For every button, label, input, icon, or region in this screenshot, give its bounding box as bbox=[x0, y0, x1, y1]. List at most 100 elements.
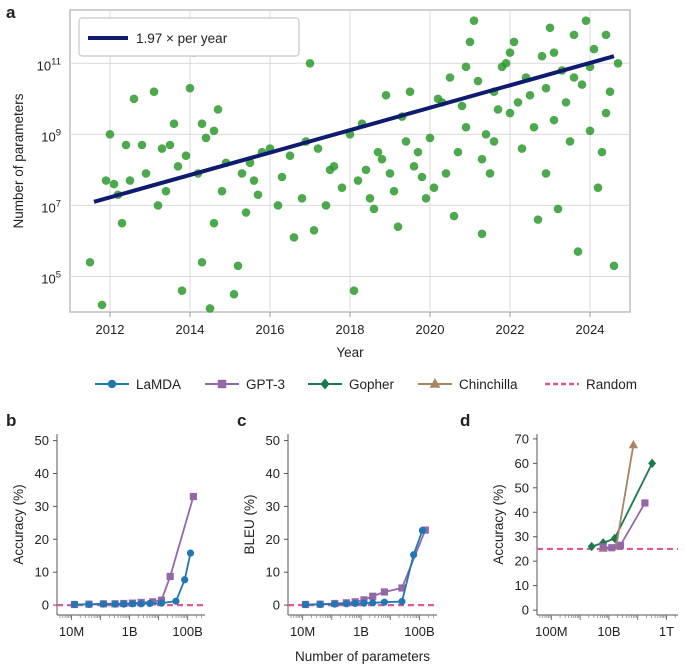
y-tick-label: 40 bbox=[35, 466, 49, 481]
series-point-lamda bbox=[351, 599, 359, 608]
data-point bbox=[469, 16, 479, 25]
data-point bbox=[461, 122, 471, 132]
data-point bbox=[425, 133, 435, 143]
data-point bbox=[321, 201, 331, 210]
data-point bbox=[277, 172, 287, 182]
series-point-lamda bbox=[157, 599, 166, 607]
series-point-chinchilla bbox=[628, 439, 639, 449]
series-point-lamda bbox=[146, 599, 154, 608]
data-point bbox=[185, 83, 195, 93]
series-point-lamda bbox=[70, 600, 79, 609]
data-point bbox=[205, 304, 215, 313]
series-point-lamda bbox=[398, 597, 406, 606]
legend-label-random: Random bbox=[586, 377, 637, 392]
panel-a-grid bbox=[70, 10, 630, 312]
panel-a-legend-box bbox=[78, 17, 300, 57]
data-point bbox=[409, 162, 419, 171]
data-point bbox=[373, 147, 383, 157]
data-point bbox=[141, 169, 151, 178]
series-point-lamda bbox=[301, 600, 310, 609]
x-axis-label: Number of parameters bbox=[295, 649, 430, 664]
data-point bbox=[353, 176, 363, 185]
series-point-lamda bbox=[369, 599, 377, 607]
series-line-gpt-3 bbox=[305, 529, 427, 606]
series-point-lamda bbox=[128, 600, 137, 608]
data-point bbox=[349, 286, 359, 295]
legend-label-gpt-3: GPT-3 bbox=[246, 377, 285, 392]
data-point bbox=[297, 194, 307, 203]
legend-marker-chinchilla bbox=[429, 378, 441, 388]
data-point bbox=[101, 176, 111, 185]
series-line-chinchilla bbox=[603, 444, 635, 550]
y-axis-label: BLEU (%) bbox=[242, 494, 257, 554]
series-point-lamda bbox=[410, 551, 418, 559]
y-tick-label: 20 bbox=[515, 554, 529, 569]
x-tick-label: 2020 bbox=[416, 322, 445, 337]
data-point bbox=[85, 257, 95, 267]
data-point bbox=[525, 90, 535, 100]
data-point bbox=[393, 222, 403, 232]
data-point bbox=[137, 140, 147, 150]
data-point bbox=[109, 179, 119, 189]
data-point bbox=[405, 87, 415, 97]
series-point-gpt-3 bbox=[398, 584, 406, 592]
series-point-gopher bbox=[648, 458, 657, 469]
series-line-gpt-3 bbox=[74, 496, 195, 606]
panel-letter-d: d bbox=[460, 411, 470, 430]
panel-letter-b: b bbox=[6, 411, 16, 430]
x-tick-label: 2016 bbox=[256, 322, 285, 337]
series-point-gopher bbox=[610, 533, 619, 544]
data-point bbox=[585, 126, 595, 136]
data-point bbox=[237, 169, 247, 178]
y-tick-label: 70 bbox=[515, 431, 529, 446]
x-tick-label: 1B bbox=[353, 624, 369, 639]
series-point-gpt-3 bbox=[380, 588, 389, 596]
data-point bbox=[489, 137, 499, 146]
data-point bbox=[389, 186, 399, 196]
panel-a-x-label: Year bbox=[336, 345, 364, 360]
data-point bbox=[501, 58, 511, 68]
series-point-lamda bbox=[172, 597, 180, 605]
data-point bbox=[581, 16, 591, 25]
series-point-gpt-3 bbox=[166, 572, 174, 581]
y-tick-label: 10 bbox=[35, 565, 49, 580]
data-point bbox=[505, 108, 515, 118]
data-point bbox=[609, 261, 619, 271]
data-point bbox=[553, 204, 563, 214]
series-line-gpt-3 bbox=[603, 502, 646, 549]
data-point bbox=[597, 147, 607, 157]
data-point bbox=[449, 211, 459, 221]
y-tick-label: 50 bbox=[266, 433, 280, 448]
y-tick-label: 40 bbox=[266, 466, 280, 481]
data-point bbox=[209, 126, 219, 136]
data-point bbox=[381, 90, 391, 100]
y-tick-label: 10 bbox=[515, 578, 529, 593]
data-point bbox=[325, 165, 335, 175]
x-tick-label: 10M bbox=[59, 624, 84, 639]
data-point bbox=[533, 215, 543, 224]
x-tick-label: 100B bbox=[172, 624, 202, 639]
data-point bbox=[577, 80, 587, 89]
x-tick-label: 10M bbox=[290, 624, 315, 639]
y-tick-label: 10 bbox=[266, 565, 280, 580]
data-point bbox=[601, 108, 611, 118]
data-point bbox=[249, 176, 259, 185]
data-point bbox=[601, 30, 611, 40]
data-point bbox=[493, 105, 503, 114]
series-point-lamda bbox=[99, 600, 108, 608]
panel-a-y-ticks: 105 107 109 1011 bbox=[37, 56, 61, 286]
y-tick-label: 107 bbox=[41, 198, 61, 215]
series-point-lamda bbox=[137, 600, 145, 608]
data-point bbox=[377, 154, 387, 164]
data-point bbox=[445, 73, 455, 82]
y-tick-label: 30 bbox=[266, 499, 280, 514]
series-point-lamda bbox=[111, 600, 119, 608]
data-point bbox=[361, 165, 371, 175]
data-point bbox=[465, 37, 475, 47]
series-point-lamda bbox=[380, 598, 389, 606]
data-point bbox=[453, 147, 463, 157]
data-point bbox=[401, 137, 411, 146]
data-point bbox=[285, 151, 295, 160]
series-point-lamda bbox=[360, 599, 368, 607]
